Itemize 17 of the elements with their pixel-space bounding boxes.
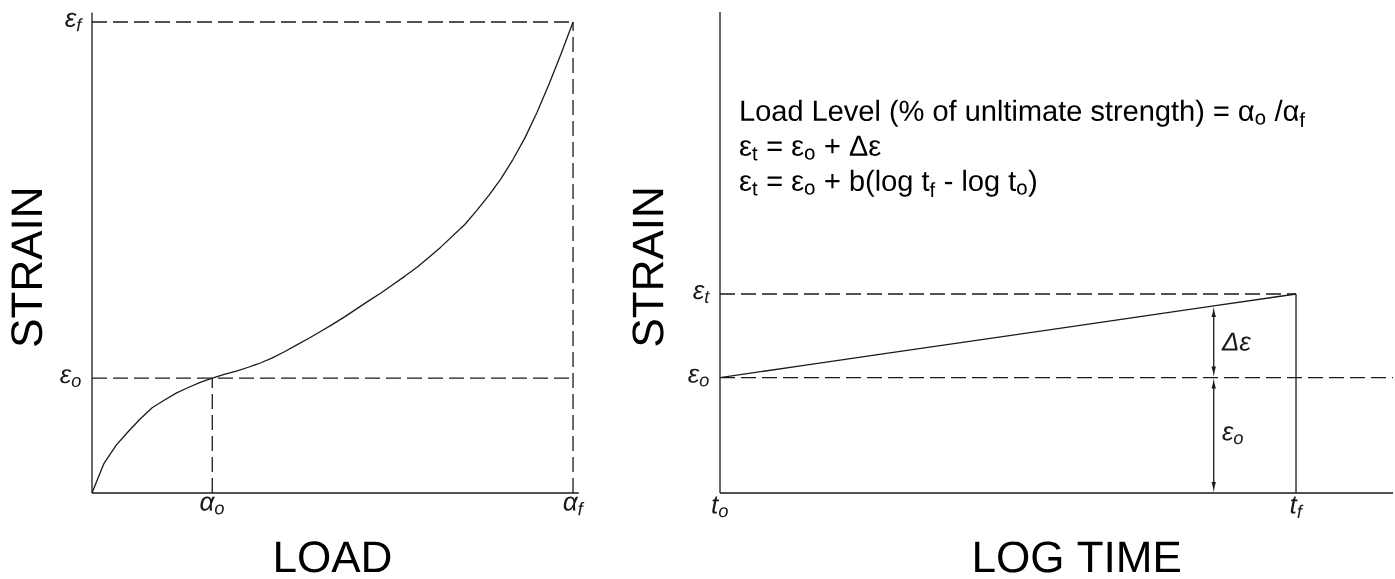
x-tick-label: t$_{f}$ [1290, 496, 1304, 518]
y-axis-title: STRAIN [11, 190, 43, 346]
text: ε$_{t}$ = ε$_{o}$ + Δε [740, 135, 881, 161]
ref-line-label: ε$_{o}$ [688, 368, 709, 387]
x-axis-title: LOAD [276, 541, 391, 573]
x-axis-title: LOG TIME [975, 541, 1180, 573]
y-axis-title: STRAIN [632, 189, 664, 346]
x-tick-label: α$_{o}$ [200, 496, 224, 515]
x-tick-label: α$_{f}$ [563, 496, 585, 516]
annotation: ε$_{o}$ [1222, 426, 1243, 445]
series-label: ε$_{o}$ [60, 369, 81, 388]
annotation: Δε [1221, 332, 1252, 351]
text: Load Level (% of unltimate strength) = α$_{o}$ /α$_{f}$ [741, 99, 1306, 127]
x-tick-label: t$_{o}$ [712, 496, 728, 518]
series-label: ε$_{f}$ [65, 12, 83, 32]
text: ε$_{t}$ = ε$_{o}$ + b(log t$_{f}$ - log t$_{o}$) [740, 169, 1036, 197]
series-label: ε$_{t}$ [693, 285, 710, 303]
